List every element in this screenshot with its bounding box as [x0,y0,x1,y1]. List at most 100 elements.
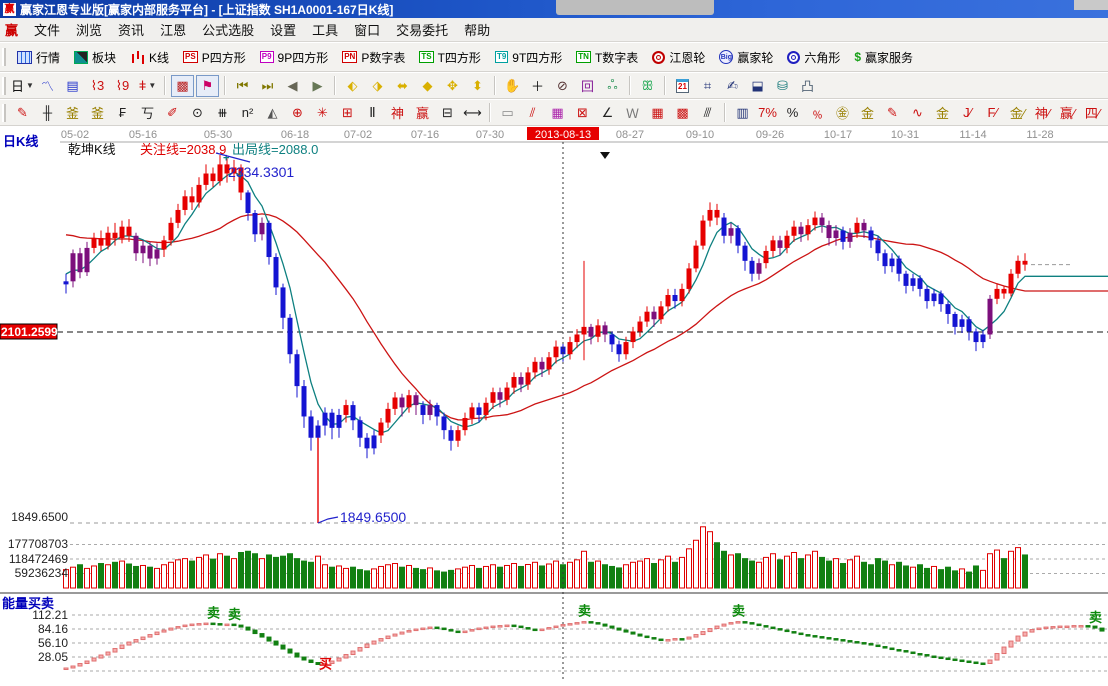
zoom-v-diamond[interactable]: ⬍ [466,75,489,97]
date-tick-3[interactable]: 06-18 [281,129,309,141]
gold-circle-tool[interactable]: ㊎ [831,102,854,124]
pattern-green-icon[interactable]: ஃ [601,75,624,97]
circle-cross-tool[interactable]: ⊕ [286,102,309,124]
calculator-button[interactable]: ⌗ [696,75,719,97]
gann-wheel-button[interactable]: 江恩轮 [645,45,712,69]
flag-icon[interactable]: ⚑ [196,74,219,97]
f-gauge-tool[interactable]: ₣ [111,102,134,124]
zoom-all-diamond[interactable]: ✥ [441,75,464,97]
date-tick-13[interactable]: 11-14 [959,129,986,141]
rays-tool[interactable]: ⫽ [521,102,544,124]
menu-item-3[interactable]: 江恩 [160,23,187,38]
menu-item-8[interactable]: 交易委托 [396,23,449,38]
chart-canvas[interactable]: 05-02 05-16 05-30 06-18 07-02 07-16 07-30 2013-… [0,126,1108,681]
si-angle-tool[interactable]: 四∕ [1081,102,1104,124]
crosshair-button[interactable]: ＋ [526,75,549,97]
wave3-icon[interactable]: ⌇3 [86,75,109,97]
date-tick-9[interactable]: 09-10 [686,129,714,141]
t-table-button[interactable]: TN T数字表 [569,45,645,69]
calendar-21-button[interactable]: 21 [671,75,694,97]
hook-tool[interactable]: 丂 [136,102,159,124]
date-tick-6[interactable]: 07-30 [476,129,504,141]
date-tick-5[interactable]: 07-16 [411,129,439,141]
seven-pct-tool[interactable]: 7% [756,102,779,124]
winner-wheel-button[interactable]: Big 赢家轮 [712,45,780,69]
menu-item-0[interactable]: 文件 [34,23,61,38]
winner-service-button[interactable]: $ 赢家服务 [847,45,920,69]
ruler123-tool[interactable]: ⊟ [436,102,459,124]
prev-bar-button[interactable]: ◀ [281,75,304,97]
zoom-left-diamond[interactable]: ⬖ [341,75,364,97]
p-table-button[interactable]: PN P数字表 [335,45,412,69]
menu-item-9[interactable]: 帮助 [464,23,491,38]
sectors-button[interactable]: 板块 [67,45,123,69]
gauge-tool[interactable]: ╫ [36,102,59,124]
wave-fit-tool[interactable]: ∿ [906,102,929,124]
date-tick-8[interactable]: 08-27 [616,129,644,141]
date-tick-2[interactable]: 05-30 [204,129,232,141]
menu-item-7[interactable]: 窗口 [354,23,381,38]
zoom-right-diamond[interactable]: ⬗ [366,75,389,97]
toolbar-grip[interactable] [2,76,6,95]
prism-tool[interactable]: ◭ [261,102,284,124]
next-bar-button[interactable]: ▶ [306,75,329,97]
grid-box-tool[interactable]: ▦ [546,102,569,124]
toolbar-grip[interactable] [2,48,6,66]
shen-angle-tool[interactable]: 神∕ [1031,102,1054,124]
x-box-tool[interactable]: ⊠ [571,102,594,124]
date-tick-12[interactable]: 10-31 [891,129,919,141]
date-tick-1[interactable]: 05-16 [129,129,157,141]
menu-item-5[interactable]: 设置 [270,23,297,38]
p-square-button[interactable]: PS P四方形 [176,45,253,69]
pattern-box-icon[interactable]: 回 [576,75,599,97]
gold-gauge2-tool[interactable]: 釜 [86,102,109,124]
zigzag-tool[interactable]: Ｗ [621,102,644,124]
title-bar[interactable]: 赢 赢家江恩专业版[赢家内部服务平台] - [上证指数 SH1A0001-167… [0,0,1108,18]
hand-tool-button[interactable]: ✋ [501,75,524,97]
date-tick-4[interactable]: 07-02 [344,129,372,141]
menu-item-6[interactable]: 工具 [312,23,339,38]
pattern-grid-icon[interactable]: ▩ [171,74,194,97]
parallel-tool[interactable]: ⫻ [696,102,719,124]
ying-angle-tool[interactable]: 赢∕ [1056,102,1079,124]
toolbar-grip[interactable] [2,103,6,122]
angle-tool[interactable]: ∠ [596,102,619,124]
red-grid2-tool[interactable]: ▩ [671,102,694,124]
zigzag-chart-icon[interactable]: 〽 [36,75,59,97]
shen-tool[interactable]: 神 [386,102,409,124]
pct-lines-tool[interactable]: ﹪ [806,102,829,124]
compass-tool[interactable]: ⊙ [186,102,209,124]
gold-bars-tool[interactable]: 金 [931,102,954,124]
last-bar-button[interactable]: ⏭ [256,75,279,97]
first-bar-button[interactable]: ⏮ [231,75,254,97]
measure-off-button[interactable]: ⊘ [551,75,574,97]
gold-angle-tool[interactable]: 金∕ [1006,102,1029,124]
9t-square-button[interactable]: T9 9T四方形 [488,45,569,69]
t-square-button[interactable]: TS T四方形 [412,45,488,69]
date-tick-11[interactable]: 10-17 [824,129,852,141]
zoom-h-diamond[interactable]: ⬌ [391,75,414,97]
zoom-in-diamond[interactable]: ◆ [416,75,439,97]
pct-tool[interactable]: % [781,102,804,124]
brush-tool[interactable]: ✎ [11,102,34,124]
print-button[interactable]: 凸 [796,75,819,97]
info-doc-icon[interactable]: ▤ [61,75,84,97]
box-tool[interactable]: ▭ [496,102,519,124]
notes-button[interactable]: ✍ [721,75,744,97]
date-tick-0[interactable]: 05-02 [61,129,89,141]
width-arrows-tool[interactable]: ⟷ [461,102,484,124]
wave9-icon[interactable]: ⌇9 [111,75,134,97]
column-meter-tool[interactable]: ▥ [731,102,754,124]
save-button[interactable]: ⬓ [746,75,769,97]
save-web-button[interactable]: ⛁ [771,75,794,97]
f-angle-tool[interactable]: F∕ [981,102,1004,124]
period-day-dropdown[interactable]: 日 ▼ [11,75,34,97]
menu-item-4[interactable]: 公式选股 [202,23,255,38]
starburst-tool[interactable]: ✳ [311,102,334,124]
web-grid-tool[interactable]: ⊞ [336,102,359,124]
kline-button[interactable]: K线 [123,45,176,69]
candle-style-dropdown[interactable]: ǂ ▼ [136,75,159,97]
date-tick-14[interactable]: 11-28 [1026,129,1053,141]
brush2-tool[interactable]: ✐ [161,102,184,124]
9p-square-button[interactable]: P9 9P四方形 [253,45,335,69]
